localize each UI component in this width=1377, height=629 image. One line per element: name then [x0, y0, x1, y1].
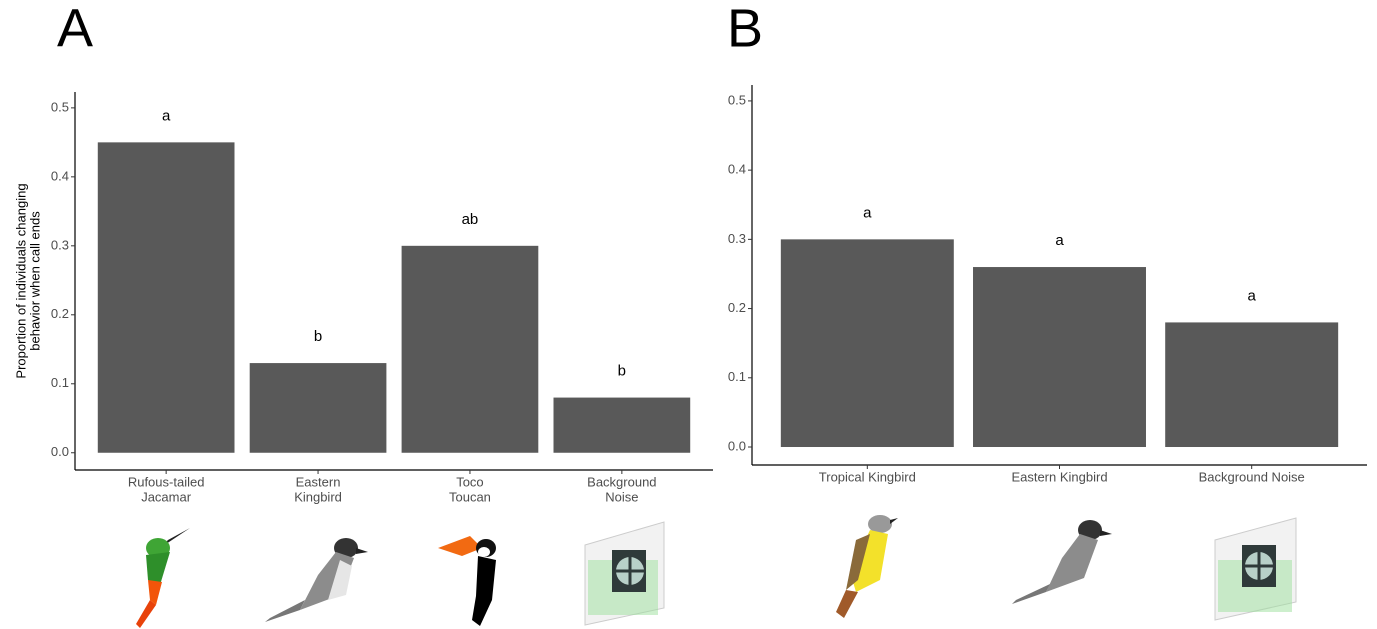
- y-tick-label: 0.1: [51, 375, 69, 390]
- bar: [1165, 322, 1338, 447]
- noise-icon-b: [1215, 518, 1296, 620]
- y-axis-label: Proportion of individuals changing: [13, 183, 28, 378]
- jacamar-icon: [136, 528, 190, 628]
- y-tick-label: 0.4: [51, 168, 69, 183]
- y-tick-label: 0.1: [728, 369, 746, 384]
- y-tick-label: 0.4: [728, 162, 746, 177]
- x-tick-label: Tropical Kingbird: [819, 469, 916, 484]
- x-tick-label: Kingbird: [294, 489, 342, 504]
- bar: [250, 363, 387, 453]
- x-tick-label: Background Noise: [1199, 469, 1305, 484]
- y-tick-label: 0.2: [728, 300, 746, 315]
- bar: [973, 267, 1146, 447]
- significance-letter: a: [863, 204, 872, 221]
- bar: [781, 239, 954, 447]
- bar: [402, 246, 539, 453]
- kingbird-icon: [265, 538, 368, 622]
- x-tick-label: Eastern Kingbird: [1011, 469, 1107, 484]
- toucan-icon: [438, 536, 496, 626]
- x-tick-label: Background: [587, 474, 656, 489]
- y-tick-label: 0.5: [51, 99, 69, 114]
- significance-letter: ab: [462, 211, 479, 228]
- x-tick-label: Eastern: [296, 474, 341, 489]
- kingbird-icon-b: [1012, 520, 1112, 604]
- x-tick-label: Noise: [605, 489, 638, 504]
- y-tick-label: 0.3: [728, 231, 746, 246]
- significance-letter: b: [314, 328, 322, 345]
- significance-letter: a: [1055, 232, 1064, 249]
- x-tick-label: Toco: [456, 474, 483, 489]
- significance-letter: a: [162, 107, 171, 124]
- x-tick-label: Jacamar: [141, 489, 192, 504]
- figure: A Proportion of individuals changingbehav…: [0, 0, 1377, 629]
- bar: [554, 398, 691, 453]
- y-tick-label: 0.5: [728, 92, 746, 107]
- significance-letter: a: [1248, 287, 1257, 304]
- x-tick-label: Toucan: [449, 489, 491, 504]
- y-tick-label: 0.0: [728, 438, 746, 453]
- panel-label: B: [727, 0, 763, 58]
- noise-icon: [585, 522, 664, 625]
- bar: [98, 142, 235, 452]
- y-tick-label: 0.0: [51, 444, 69, 459]
- tropical-kingbird-icon: [836, 515, 898, 618]
- y-tick-label: 0.2: [51, 306, 69, 321]
- significance-letter: b: [618, 363, 626, 380]
- y-axis-label: behavior when call ends: [27, 211, 42, 351]
- x-tick-label: Rufous-tailed: [128, 474, 205, 489]
- y-tick-label: 0.3: [51, 237, 69, 252]
- panel-label: A: [57, 0, 93, 58]
